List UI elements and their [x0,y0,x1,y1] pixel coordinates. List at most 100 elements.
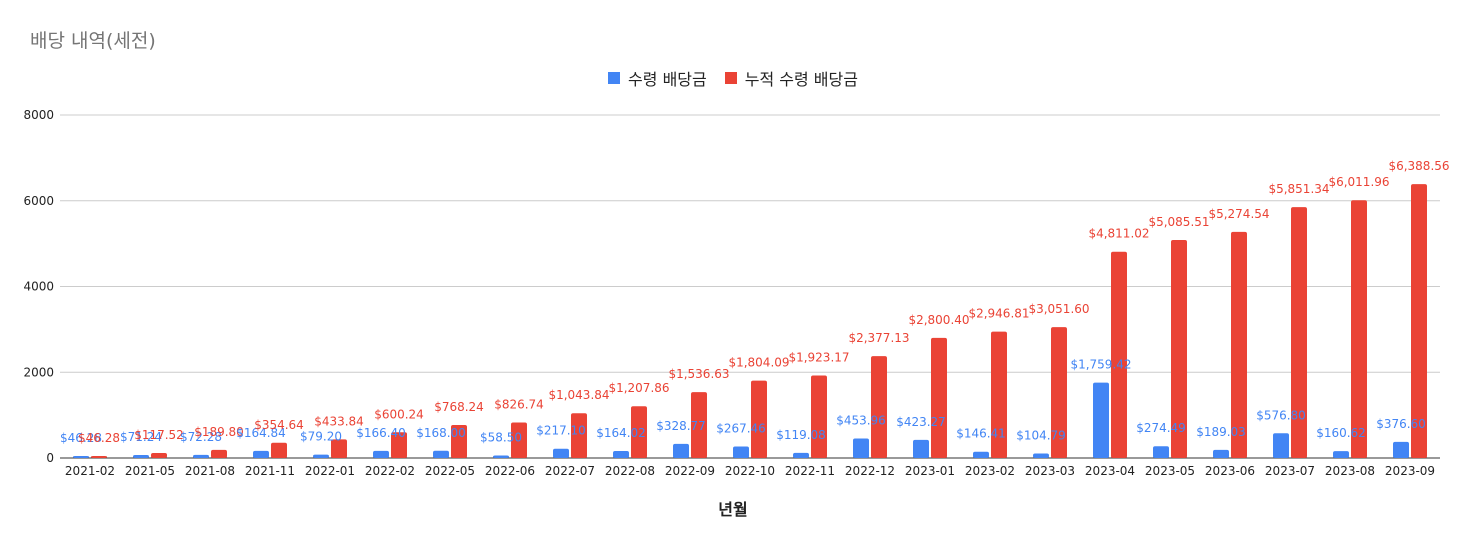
data-label-cumulative: $5,274.54 [1208,207,1269,221]
x-tick-label: 2023-08 [1325,464,1375,478]
y-tick-label: 2000 [23,365,54,379]
legend-item-received[interactable]: 수령 배당금 [608,66,707,90]
data-label-received: $104.79 [1016,429,1066,443]
y-tick-label: 6000 [23,194,54,208]
data-label-cumulative: $354.64 [254,418,304,432]
data-label-cumulative: $5,085.51 [1148,215,1209,229]
bar-received [793,452,809,458]
x-tick-label: 2023-06 [1205,464,1255,478]
x-tick-label: 2021-08 [185,464,235,478]
bar-cumulative [271,442,287,458]
x-tick-label: 2022-11 [785,464,835,478]
data-label-received: $217.10 [536,424,586,438]
bar-received [253,450,269,458]
bar-cumulative [511,422,527,458]
data-label-cumulative: $2,946.81 [968,307,1029,321]
data-label-cumulative: $1,804.09 [728,356,789,370]
data-label-cumulative: $1,923.17 [788,351,849,365]
data-label-cumulative: $1,536.63 [668,367,729,381]
bar-cumulative [211,449,227,458]
x-tick-label: 2022-09 [665,464,715,478]
bar-received [1333,451,1349,458]
bar-cumulative [391,432,407,458]
data-label-received: $164.02 [596,426,646,440]
data-label-cumulative: $4,811.02 [1088,227,1149,241]
data-label-received: $72.28 [180,430,222,444]
x-tick-label: 2022-06 [485,464,535,478]
chart-legend: 수령 배당금 누적 수령 배당금 [0,66,1466,90]
bar-received [433,450,449,458]
axis-layer: 0 2000 4000 6000 8000 2021-02 2021-05 2021-08 20… [23,108,1435,478]
bar-layer [73,184,1427,458]
bar-cumulative [811,375,827,458]
data-label-received: $160.62 [1316,426,1366,440]
data-label-received: $71.24 [120,430,162,444]
legend-label-cumulative: 누적 수령 배당금 [744,70,858,89]
bar-cumulative [451,425,467,458]
bar-cumulative [991,331,1007,458]
data-label-received: $376.60 [1376,417,1426,431]
data-label-cumulative: $768.24 [434,400,484,414]
bar-cumulative [931,337,947,458]
x-tick-label: 2021-11 [245,464,295,478]
bar-received [1033,453,1049,458]
bar-cumulative [1291,207,1307,458]
data-label-cumulative: $826.74 [494,398,544,412]
data-label-received: $119.08 [776,428,826,442]
bar-received [73,456,89,458]
y-tick-label: 0 [46,451,54,465]
bar-received [373,450,389,458]
bar-received [733,446,749,458]
data-label-cumulative: $189.80 [194,425,244,439]
data-label-received: $168.00 [416,426,466,440]
data-label-cumulative: $117.52 [134,428,184,442]
bar-received [313,454,329,458]
x-tick-label: 2023-01 [905,464,955,478]
data-label-received: $79.20 [300,430,342,444]
data-label-received: $189.03 [1196,425,1246,439]
y-tick-label: 4000 [23,280,54,294]
bar-received [913,439,929,458]
bar-cumulative [1171,239,1187,458]
bar-cumulative [871,356,887,458]
bar-cumulative [1411,184,1427,458]
legend-swatch-cumulative [724,72,737,84]
bar-received [553,448,569,458]
bar-received [673,443,689,458]
grid-layer [60,114,1440,459]
data-label-cumulative: $6,388.56 [1388,159,1449,173]
y-tick-label: 8000 [23,108,54,122]
x-tick-label: 2022-12 [845,464,895,478]
bar-received [1153,446,1169,458]
bar-received [1393,441,1409,458]
data-label-cumulative: $46.28 [78,431,120,445]
bar-received [613,450,629,458]
x-tick-label: 2022-07 [545,464,595,478]
bar-cumulative [1231,231,1247,458]
bar-cumulative [751,380,767,458]
data-label-cumulative: $1,043.84 [548,388,609,402]
chart-title: 배당 내역(세전) [30,30,156,52]
data-label-cumulative: $2,377.13 [848,331,909,345]
data-label-received: $58.50 [480,430,522,444]
x-tick-label: 2022-01 [305,464,355,478]
bar-cumulative [691,392,707,458]
bar-received [133,454,149,458]
x-tick-label: 2023-09 [1385,464,1435,478]
bar-cumulative [91,456,107,458]
x-tick-label: 2023-07 [1265,464,1315,478]
data-label-cumulative: $5,851.34 [1268,182,1329,196]
bar-received [853,438,869,458]
bar-received [193,454,209,458]
bar-received [1273,433,1289,458]
x-tick-label: 2022-08 [605,464,655,478]
data-label-cumulative: $3,051.60 [1028,302,1089,316]
data-label-cumulative: $1,207.86 [608,381,669,395]
bar-cumulative [571,413,587,458]
legend-swatch-received [608,72,621,84]
x-tick-label: 2022-02 [365,464,415,478]
x-tick-label: 2023-04 [1085,464,1135,478]
legend-item-cumulative[interactable]: 누적 수령 배당금 [724,66,858,90]
x-tick-label: 2021-05 [125,464,175,478]
